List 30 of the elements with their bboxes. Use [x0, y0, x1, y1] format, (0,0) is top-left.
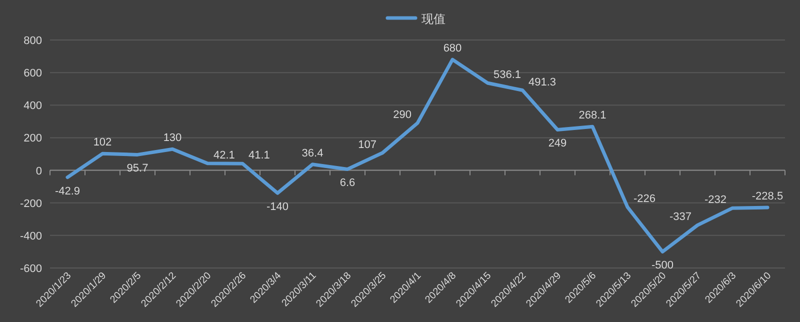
data-label: 42.1	[214, 149, 235, 162]
data-label: 130	[163, 132, 182, 144]
data-label: 41.1	[248, 150, 270, 162]
data-label: 95.7	[126, 162, 148, 175]
data-label: -500	[651, 260, 674, 272]
data-label: 680	[443, 42, 462, 55]
y-tick-label: 800	[24, 35, 42, 47]
data-label: 36.4	[302, 147, 324, 160]
y-tick-label: 400	[24, 100, 42, 112]
data-label: 268.1	[578, 110, 606, 122]
y-tick-label: -600	[20, 263, 42, 275]
y-tick-label: 0	[36, 165, 42, 178]
data-label: 249	[548, 138, 567, 150]
data-label: -232	[704, 194, 726, 206]
data-label: -228.5	[752, 190, 784, 202]
y-tick-label: -400	[20, 230, 42, 242]
data-label: -42.9	[54, 185, 80, 198]
y-tick-label: -200	[20, 198, 42, 210]
legend-label: 现值	[422, 12, 446, 26]
data-label: 290	[393, 109, 412, 122]
data-label: -140	[266, 201, 289, 214]
data-label: -337	[669, 211, 692, 224]
data-label: 102	[93, 136, 112, 149]
y-tick-label: 600	[24, 68, 42, 80]
y-tick-label: 200	[24, 132, 42, 145]
data-label: 491.3	[528, 76, 556, 88]
data-label: 536.1	[494, 68, 522, 81]
data-label: -226	[634, 193, 656, 206]
data-label: 6.6	[340, 177, 356, 190]
data-label: 107	[358, 138, 376, 151]
